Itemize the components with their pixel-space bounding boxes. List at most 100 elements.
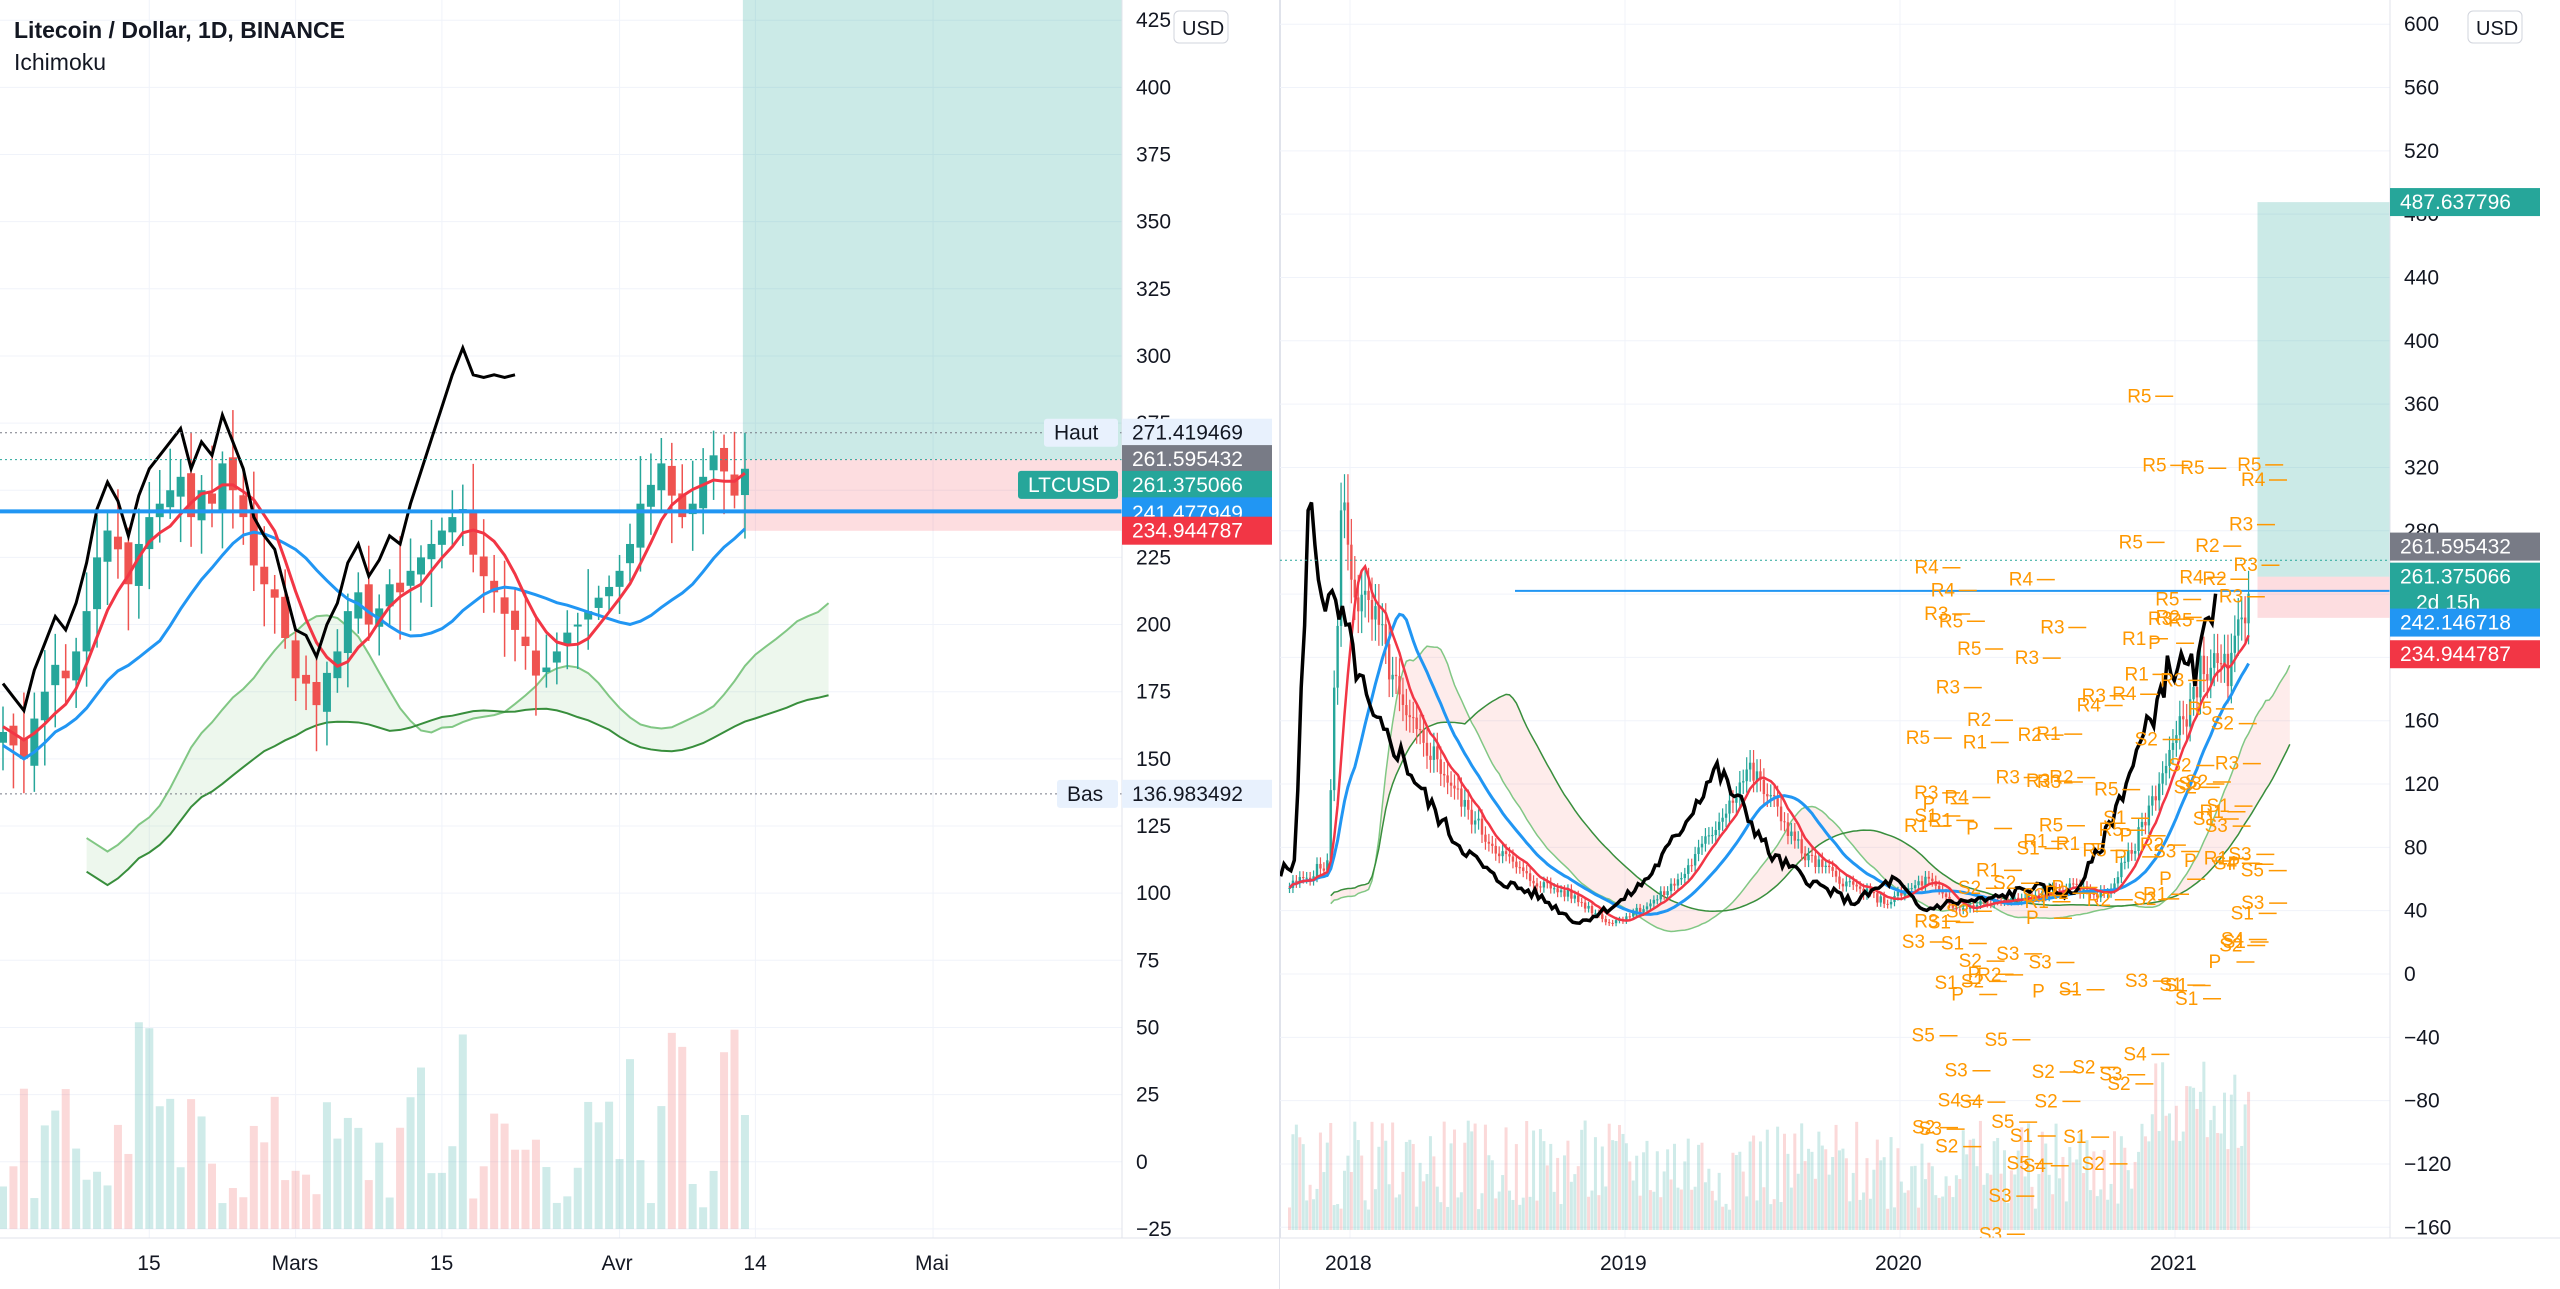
candle-body	[1717, 821, 1721, 830]
volume-bar	[1838, 1150, 1841, 1230]
candle-body	[93, 557, 102, 610]
volume-bar	[1724, 1203, 1728, 1230]
candle-body	[1697, 847, 1700, 855]
pane-divider[interactable]	[1279, 0, 1281, 1289]
volume-bar	[0, 1186, 7, 1229]
stop-loss-zone[interactable]	[2257, 576, 2396, 618]
candle-body	[1418, 729, 1422, 731]
candle-body	[1463, 799, 1467, 807]
candle-body	[1477, 818, 1480, 821]
volume-bar	[667, 1032, 676, 1229]
volume-bar	[1985, 1173, 1989, 1230]
candle-body	[2130, 849, 2133, 854]
pivot-label: S4	[2123, 1044, 2147, 1065]
y-tick-label: 225	[1136, 546, 1171, 569]
volume-bar	[2003, 1150, 2006, 1230]
candle-body	[1776, 796, 1779, 807]
volume-bar	[1948, 1185, 1951, 1230]
candle-body	[1491, 843, 1494, 846]
volume-bar	[1415, 1206, 1419, 1230]
price-scale-bg	[1122, 0, 1280, 1289]
volume-bar	[1453, 1129, 1456, 1230]
volume-bar	[1291, 1134, 1295, 1230]
currency-button[interactable]	[2467, 10, 2523, 44]
position-tool[interactable]	[2257, 202, 2396, 618]
pivot-label: R3	[1996, 767, 2020, 788]
position-tool[interactable]	[742, 0, 1122, 531]
price-label-value-tag	[2390, 532, 2540, 561]
volume-bar	[1504, 1127, 1508, 1230]
currency-button[interactable]	[1173, 10, 1229, 44]
price-scale[interactable]: 4254003753503253002752502252001751501251…	[1121, 0, 1280, 1289]
y-tick-label: 160	[2404, 710, 2439, 733]
volume-bar	[2078, 1133, 2082, 1230]
volume-bar	[375, 1142, 384, 1229]
y-tick-label: 25	[1136, 1084, 1159, 1107]
volume-bar	[490, 1113, 499, 1229]
volume-bar	[2243, 1104, 2247, 1230]
volume-bar	[1982, 1184, 1986, 1230]
volume-bar	[1463, 1142, 1467, 1230]
candle-body	[2185, 719, 2188, 727]
candle-body	[1494, 845, 1497, 854]
volume-bar	[2216, 1132, 2220, 1230]
volume-bar	[1508, 1190, 1511, 1230]
volume-bar	[1827, 1174, 1831, 1230]
chart-title[interactable]: Litecoin / Dollar, 1D, BINANCE	[14, 17, 345, 43]
candle-body	[1350, 544, 1353, 580]
indicator-name[interactable]: Ichimoku	[14, 49, 107, 75]
candle-body	[270, 589, 279, 598]
y-tick-label: 600	[2404, 13, 2439, 36]
time-scale[interactable]: 2018 2019 2020 2021	[1280, 1237, 2560, 1289]
volume-bar	[1683, 1161, 1687, 1230]
volume-bar	[1353, 1121, 1357, 1230]
candle-body	[1910, 888, 1913, 890]
volume-bar	[208, 1163, 216, 1229]
price-label-value-tag	[2390, 608, 2540, 637]
volume-bar	[1525, 1120, 1529, 1230]
kijun-sen-line	[2, 527, 746, 761]
right-chart-pane[interactable]: S4R3R2S1PR1S3R5PS3R5S4S2S3S2S3PR3R1R1S2S…	[1280, 0, 2560, 1289]
take-profit-zone[interactable]	[2257, 202, 2396, 577]
candle-body	[730, 474, 739, 496]
right-chart-svg[interactable]: S4R3R2S1PR1S3R5PS3R5S4S2S3S2S3PR3R1R1S2S…	[1280, 0, 2560, 1289]
volume-bar	[2106, 1199, 2110, 1230]
candle-body	[218, 463, 227, 512]
pivot-label: S2	[2034, 1091, 2057, 1112]
volume-bar	[2033, 1208, 2037, 1230]
volume-bar	[1422, 1181, 1426, 1230]
candle-body	[417, 557, 425, 575]
price-label-value: 261.375066	[1132, 474, 1243, 497]
y-tick-label: −80	[2404, 1090, 2440, 1113]
y-tick-label: 400	[1136, 76, 1171, 99]
volume-bar	[1762, 1187, 1766, 1230]
volume-bar	[1398, 1194, 1401, 1230]
volume-bar	[291, 1170, 300, 1229]
time-scale[interactable]: 15 Mars 15 Avr 14 Mai	[0, 1237, 1280, 1289]
candle-body	[1852, 881, 1855, 885]
left-chart-svg[interactable]: 4254003753503253002752502252001751501251…	[0, 0, 1280, 1289]
pivot-label: R5	[2039, 816, 2063, 837]
candle-body	[260, 566, 269, 585]
candle-body	[1951, 903, 1955, 908]
volume-bar	[1769, 1204, 1773, 1230]
volume-bar	[40, 1125, 49, 1229]
candle-body	[531, 650, 540, 676]
volume-bar	[2013, 1174, 2017, 1230]
candle-body	[2127, 849, 2130, 862]
volume-bar	[1776, 1126, 1780, 1230]
candle-body	[1367, 590, 1370, 601]
left-chart-pane[interactable]: 4254003753503253002752502252001751501251…	[0, 0, 1280, 1289]
take-profit-zone[interactable]	[742, 0, 1122, 460]
volume-bar	[1738, 1151, 1742, 1230]
volume-bar	[2064, 1201, 2068, 1230]
volume-bar	[1999, 1173, 2003, 1230]
candle-body	[2219, 662, 2223, 665]
volume-bar	[354, 1127, 363, 1229]
volume-bar	[688, 1183, 697, 1229]
pivot-label: R1	[2124, 664, 2148, 685]
price-label-name: LTCUSD	[1028, 474, 1110, 497]
volume-bar	[1312, 1199, 1316, 1230]
candle-body	[1700, 843, 1704, 848]
